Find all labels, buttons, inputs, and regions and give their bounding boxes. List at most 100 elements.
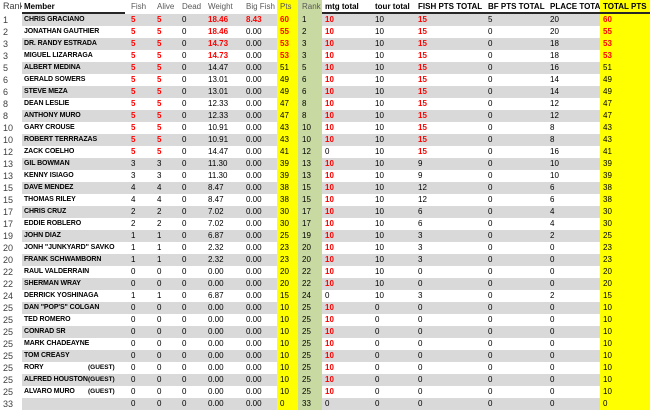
cell-fish[interactable]: 4 xyxy=(125,182,151,194)
cell-total[interactable]: 10 xyxy=(600,362,650,374)
cell-dead[interactable]: 0 xyxy=(178,134,205,146)
cell-place[interactable]: 2 xyxy=(550,291,555,300)
cell-fish[interactable]: 0 xyxy=(131,315,136,324)
cell-tour[interactable]: 10 xyxy=(372,38,415,50)
cell-mtg[interactable]: 10 xyxy=(325,123,334,132)
cell-rank2[interactable]: 24 xyxy=(298,290,322,302)
cell-tour[interactable]: 0 xyxy=(372,326,415,338)
cell-dead[interactable]: 0 xyxy=(182,363,187,372)
cell-bf_pts[interactable]: 0 xyxy=(485,134,547,146)
cell-mtg[interactable]: 10 xyxy=(325,267,334,276)
cell-tour[interactable]: 10 xyxy=(372,86,415,98)
cell-rank[interactable]: 1 xyxy=(0,14,22,26)
cell-pts[interactable]: 43 xyxy=(277,122,298,134)
cell-weight[interactable]: 6.87 xyxy=(205,230,243,242)
cell-dead[interactable]: 0 xyxy=(182,171,187,180)
cell-dead[interactable]: 0 xyxy=(178,158,205,170)
cell-alive[interactable]: 0 xyxy=(151,278,178,290)
cell-member[interactable]: GERALD SOWERS xyxy=(22,74,125,86)
cell-alive[interactable]: 0 xyxy=(151,326,178,338)
cell-bf_pts[interactable]: 0 xyxy=(488,315,493,324)
cell-bf_pts[interactable]: 0 xyxy=(485,158,547,170)
cell-fish[interactable]: 4 xyxy=(131,195,136,204)
cell-pts[interactable]: 10 xyxy=(277,386,298,398)
cell-total[interactable]: 39 xyxy=(600,170,650,182)
cell-rank[interactable]: 13 xyxy=(0,158,22,170)
cell-weight[interactable]: 14.47 xyxy=(208,147,229,156)
cell-pts[interactable]: 10 xyxy=(277,362,298,374)
cell-tour[interactable]: 10 xyxy=(375,27,384,36)
cell-rank[interactable]: 25 xyxy=(0,350,22,362)
cell-bf_pts[interactable]: 0 xyxy=(488,387,493,396)
cell-fish[interactable]: 1 xyxy=(125,230,151,242)
cell-fish[interactable]: 0 xyxy=(125,278,151,290)
cell-place[interactable]: 0 xyxy=(550,387,555,396)
cell-pts[interactable]: 47 xyxy=(277,110,298,122)
cell-mtg[interactable]: 10 xyxy=(322,38,372,50)
cell-bf_pts[interactable]: 0 xyxy=(488,195,493,204)
cell-fish[interactable]: 5 xyxy=(131,147,136,156)
cell-tour[interactable]: 10 xyxy=(372,14,415,26)
cell-total[interactable]: 20 xyxy=(600,266,650,278)
cell-alive[interactable]: 0 xyxy=(151,398,178,410)
cell-total[interactable]: 38 xyxy=(600,182,650,194)
cell-place[interactable]: 20 xyxy=(547,14,600,26)
cell-fish[interactable]: 2 xyxy=(125,206,151,218)
cell-member[interactable]: FRANK SCHWAMBORN xyxy=(22,254,125,266)
cell-weight[interactable]: 0.00 xyxy=(208,387,224,396)
cell-fish[interactable]: 0 xyxy=(131,363,136,372)
cell-rank2[interactable]: 13 xyxy=(298,170,322,182)
cell-bf_pts[interactable]: 0 xyxy=(485,182,547,194)
cell-rank2[interactable]: 17 xyxy=(298,206,322,218)
cell-big_fish[interactable]: 0.00 xyxy=(246,339,262,348)
cell-fish[interactable]: 0 xyxy=(125,374,151,386)
cell-fish_pts[interactable]: 15 xyxy=(418,75,427,84)
cell-mtg[interactable]: 0 xyxy=(322,398,372,410)
cell-big_fish[interactable]: 0.00 xyxy=(246,315,262,324)
cell-mtg[interactable]: 10 xyxy=(322,278,372,290)
cell-rank[interactable]: 25 xyxy=(0,338,22,350)
cell-place[interactable]: 6 xyxy=(550,195,555,204)
cell-big_fish[interactable]: 0.00 xyxy=(246,51,262,60)
cell-weight[interactable]: 0.00 xyxy=(205,398,243,410)
cell-big_fish[interactable]: 0.00 xyxy=(243,230,277,242)
cell-rank[interactable]: 10 xyxy=(0,122,22,134)
cell-fish_pts[interactable]: 15 xyxy=(418,27,427,36)
cell-fish_pts[interactable]: 0 xyxy=(418,315,423,324)
cell-alive[interactable]: 0 xyxy=(157,387,162,396)
cell-mtg[interactable]: 10 xyxy=(322,254,372,266)
cell-bf_pts[interactable]: 0 xyxy=(488,27,493,36)
cell-dead[interactable]: 0 xyxy=(178,182,205,194)
cell-mtg[interactable]: 10 xyxy=(325,219,334,228)
cell-rank[interactable]: 25 xyxy=(0,302,22,314)
cell-big_fish[interactable]: 0.00 xyxy=(243,38,277,50)
cell-total[interactable]: 53 xyxy=(600,38,650,50)
cell-rank2[interactable]: 33 xyxy=(298,398,322,410)
cell-rank2[interactable]: 15 xyxy=(298,194,322,206)
cell-mtg[interactable]: 10 xyxy=(325,243,334,252)
cell-fish_pts[interactable]: 12 xyxy=(415,182,485,194)
cell-bf_pts[interactable]: 0 xyxy=(488,51,493,60)
cell-fish_pts[interactable]: 6 xyxy=(415,206,485,218)
cell-place[interactable]: 0 xyxy=(550,315,555,324)
cell-tour[interactable]: 0 xyxy=(372,398,415,410)
cell-member[interactable]: ANTHONY MURO xyxy=(22,110,125,122)
cell-member[interactable]: RORY (GUEST) xyxy=(22,362,125,374)
cell-member[interactable]: DAVE MENDEZ xyxy=(22,182,125,194)
cell-dead[interactable]: 0 xyxy=(178,110,205,122)
cell-rank2[interactable]: 10 xyxy=(298,122,322,134)
cell-weight[interactable]: 18.46 xyxy=(205,14,243,26)
cell-fish_pts[interactable]: 15 xyxy=(418,123,427,132)
cell-fish[interactable]: 5 xyxy=(125,62,151,74)
cell-member[interactable]: CHRIS GRACIANO xyxy=(22,14,125,26)
cell-alive[interactable]: 5 xyxy=(157,123,162,132)
cell-rank2[interactable]: 20 xyxy=(298,254,322,266)
cell-total[interactable]: 10 xyxy=(600,386,650,398)
cell-big_fish[interactable]: 0.00 xyxy=(246,123,262,132)
cell-rank2[interactable]: 20 xyxy=(298,242,322,254)
cell-dead[interactable]: 0 xyxy=(178,278,205,290)
cell-weight[interactable]: 0.00 xyxy=(205,374,243,386)
cell-fish_pts[interactable]: 9 xyxy=(418,171,423,180)
cell-weight[interactable]: 0.00 xyxy=(205,350,243,362)
cell-pts[interactable]: 15 xyxy=(277,290,298,302)
